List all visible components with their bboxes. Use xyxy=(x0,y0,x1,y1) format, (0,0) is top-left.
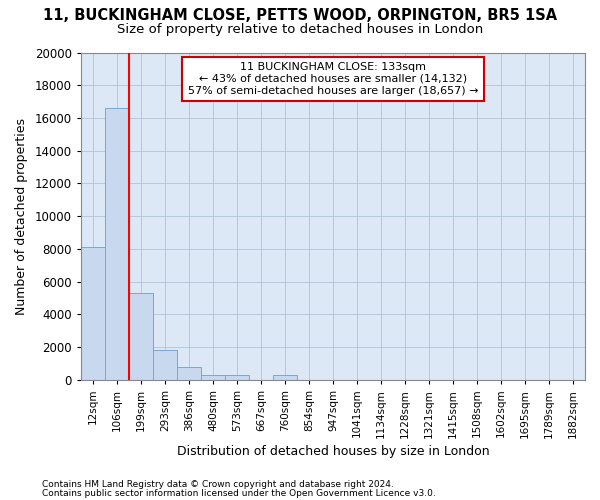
Bar xyxy=(105,108,129,380)
Text: Contains public sector information licensed under the Open Government Licence v3: Contains public sector information licen… xyxy=(42,488,436,498)
Bar xyxy=(129,293,153,380)
Bar xyxy=(153,350,177,380)
Text: 11, BUCKINGHAM CLOSE, PETTS WOOD, ORPINGTON, BR5 1SA: 11, BUCKINGHAM CLOSE, PETTS WOOD, ORPING… xyxy=(43,8,557,22)
Bar xyxy=(177,366,201,380)
Bar xyxy=(201,375,225,380)
X-axis label: Distribution of detached houses by size in London: Distribution of detached houses by size … xyxy=(177,444,490,458)
Text: Size of property relative to detached houses in London: Size of property relative to detached ho… xyxy=(117,22,483,36)
Text: 11 BUCKINGHAM CLOSE: 133sqm
← 43% of detached houses are smaller (14,132)
57% of: 11 BUCKINGHAM CLOSE: 133sqm ← 43% of det… xyxy=(188,62,478,96)
Y-axis label: Number of detached properties: Number of detached properties xyxy=(15,118,28,314)
Bar xyxy=(273,375,297,380)
Bar xyxy=(81,247,105,380)
Bar xyxy=(225,375,249,380)
Text: Contains HM Land Registry data © Crown copyright and database right 2024.: Contains HM Land Registry data © Crown c… xyxy=(42,480,394,489)
